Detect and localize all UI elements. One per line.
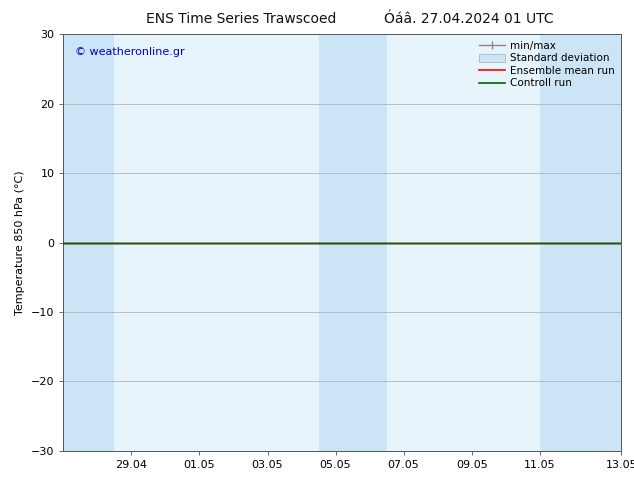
- Bar: [540, 34, 621, 451]
- Text: © weatheronline.gr: © weatheronline.gr: [75, 47, 184, 57]
- Y-axis label: Temperature 850 hPa (°C): Temperature 850 hPa (°C): [15, 170, 25, 315]
- Text: ENS Time Series Trawscoed: ENS Time Series Trawscoed: [146, 12, 336, 26]
- Text: Óáâ. 27.04.2024 01 UTC: Óáâ. 27.04.2024 01 UTC: [384, 12, 554, 26]
- Legend: min/max, Standard deviation, Ensemble mean run, Controll run: min/max, Standard deviation, Ensemble me…: [478, 40, 616, 89]
- Bar: [63, 34, 114, 451]
- Bar: [318, 34, 387, 451]
